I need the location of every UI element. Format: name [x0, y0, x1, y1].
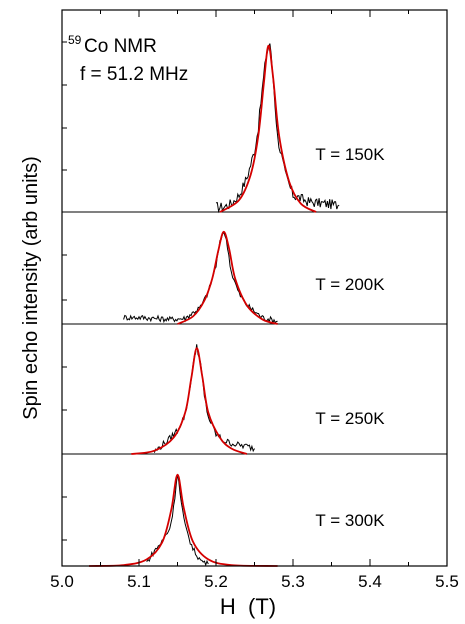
temperature-label: T = 300K — [315, 511, 385, 530]
temperature-label: T = 150K — [315, 145, 385, 164]
panel-1: T = 150K — [62, 43, 447, 214]
annotation-frequency: f = 51.2 MHz — [80, 64, 188, 85]
fit-curve — [88, 473, 278, 567]
x-axis-label: H (T) — [220, 594, 276, 619]
annotation-isotope-mass: 59 — [68, 33, 82, 47]
fit-curve — [177, 230, 278, 325]
x-tick-label: 5.5 — [435, 572, 459, 591]
annotation-nucleus: Co NMR — [84, 36, 157, 57]
x-tick-label: 5.0 — [50, 572, 74, 591]
x-tick-label: 5.4 — [358, 572, 382, 591]
data-trace — [153, 344, 255, 453]
plot-frame — [61, 9, 448, 567]
fit-curve — [219, 44, 317, 213]
data-trace — [215, 43, 340, 214]
x-tick-label: 5.1 — [127, 572, 151, 591]
x-tick-label: 5.2 — [204, 572, 228, 591]
spectra-panels: T = 150K T = 200K T = 250K T = 300K — [62, 43, 447, 567]
temperature-label: T = 200K — [315, 275, 385, 294]
fit-curve — [131, 347, 248, 455]
data-trace — [123, 230, 278, 325]
temperature-label: T = 250K — [315, 409, 385, 428]
panel-4: T = 300K — [88, 473, 385, 567]
y-axis-label: Spin echo intensity (arb units) — [20, 156, 42, 419]
panel-3: T = 250K — [62, 344, 447, 455]
panel-2: T = 200K — [62, 230, 447, 325]
x-tick-label: 5.3 — [281, 572, 305, 591]
axis-ticks: 5.0 5.1 5.2 5.3 5.4 5.5 — [50, 10, 459, 591]
